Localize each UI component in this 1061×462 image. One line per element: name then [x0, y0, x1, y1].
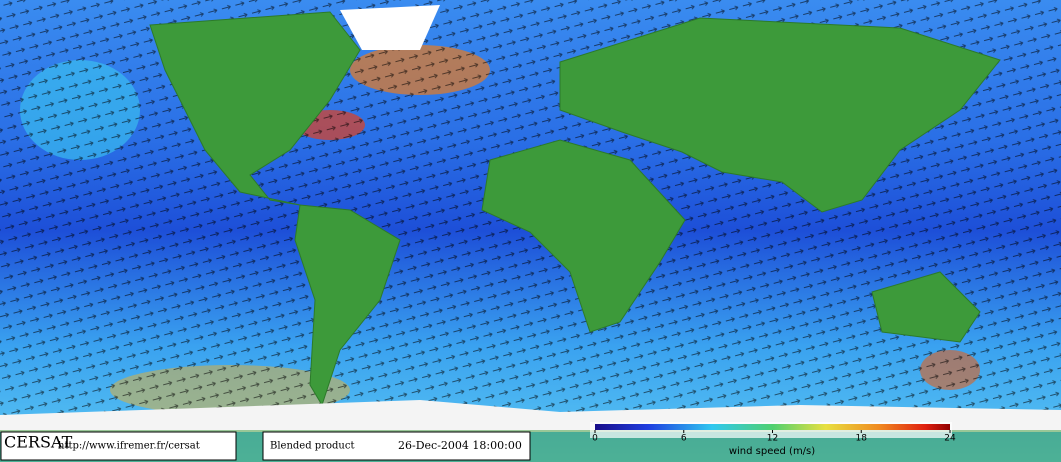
africa [481, 139, 686, 333]
product-box [262, 431, 531, 461]
colorbar [595, 424, 950, 430]
north-america [149, 11, 361, 206]
logo: CERSAT [4, 433, 73, 452]
datetime: 26-Dec-2004 18:00:00 [398, 439, 522, 452]
colorbar-tick-label: 0 [592, 434, 598, 444]
logo-box [0, 431, 237, 461]
product: Blended product [270, 441, 354, 452]
url: http://www.ifremer.fr/cersat [58, 441, 200, 452]
australia [871, 271, 981, 343]
greenland [340, 5, 440, 50]
colorbar-tick-label: 6 [681, 434, 687, 444]
colorbar-tick-label: 18 [856, 434, 868, 444]
eurasia [559, 17, 1001, 213]
continents [149, 11, 1001, 407]
colorbar-label: wind speed (m/s) [729, 446, 815, 457]
south-america [294, 204, 401, 407]
colorbar-tick-label: 12 [767, 434, 778, 444]
colorbar-tick-label: 24 [944, 434, 956, 444]
